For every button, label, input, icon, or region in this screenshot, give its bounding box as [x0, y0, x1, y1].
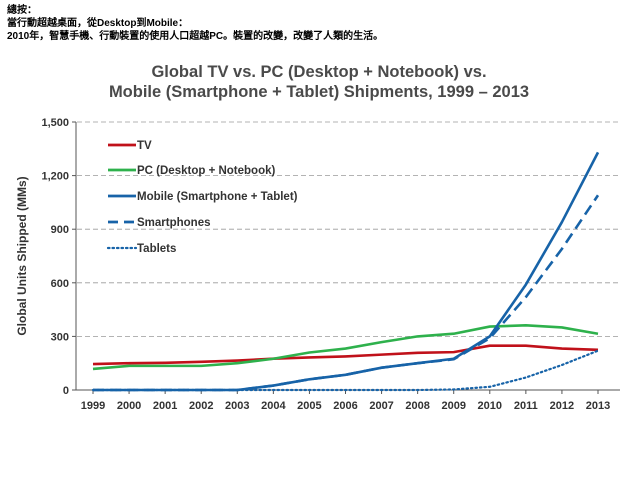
- data-point-pc-2004: [272, 358, 274, 360]
- data-point-pc-2001: [164, 365, 166, 367]
- x-tick-label-2005: 2005: [297, 400, 321, 412]
- data-point-tablets-2003: [236, 389, 238, 391]
- chart-title: Global TV vs. PC (Desktop + Notebook) vs…: [0, 62, 638, 102]
- data-point-tablets-2002: [200, 389, 202, 391]
- data-point-smartphones-2006: [345, 374, 347, 376]
- data-point-pc-2008: [417, 336, 419, 338]
- x-tick-label-2001: 2001: [153, 400, 177, 412]
- data-point-pc-2007: [381, 341, 383, 343]
- data-point-smartphones-2004: [272, 385, 274, 387]
- data-point-tv-2002: [200, 361, 202, 363]
- legend-label-pc: PC (Desktop + Notebook): [137, 165, 276, 177]
- y-tick-label-600: 600: [51, 278, 69, 290]
- series-line-pc: [92, 324, 599, 371]
- data-point-tv-2012: [561, 348, 563, 350]
- x-tick-label-2003: 2003: [225, 400, 249, 412]
- data-point-tablets-2013: [597, 350, 599, 352]
- data-point-tv-2007: [381, 354, 383, 356]
- legend-label-tv: TV: [137, 140, 152, 152]
- data-point-tv-2005: [309, 357, 311, 359]
- data-point-pc-1999: [92, 368, 94, 370]
- series-line-mobile: [93, 151, 600, 392]
- data-point-mobile-2012: [561, 221, 563, 223]
- data-point-tablets-2010: [489, 386, 491, 388]
- data-point-pc-2003: [236, 362, 238, 364]
- note-line-3: 2010年，智慧手機、行動裝置的使用人口超越PC。裝置的改變，改變了人類的生活。: [7, 31, 384, 42]
- y-tick-label-900: 900: [51, 224, 69, 236]
- data-point-mobile-2010: [489, 336, 491, 338]
- data-point-smartphones-2011: [525, 296, 527, 298]
- chart-title-line-1: Global TV vs. PC (Desktop + Notebook) vs…: [151, 63, 487, 81]
- x-tick-label-2012: 2012: [550, 400, 574, 412]
- data-point-tablets-2005: [309, 389, 311, 391]
- y-tick-label-1500: 1,500: [41, 117, 69, 129]
- x-tick-label-2007: 2007: [369, 400, 393, 412]
- y-tick-label-0: 0: [63, 385, 69, 397]
- data-point-smartphones-2009: [453, 358, 455, 360]
- x-tick-label-2004: 2004: [261, 400, 286, 412]
- data-point-tv-2003: [236, 360, 238, 362]
- data-point-pc-2013: [597, 333, 599, 335]
- data-point-pc-2006: [345, 348, 347, 350]
- data-point-pc-2009: [453, 333, 455, 335]
- data-point-smartphones-2013: [597, 194, 599, 196]
- x-tick-label-2011: 2011: [514, 400, 538, 412]
- data-point-tablets-2004: [272, 389, 274, 391]
- data-point-tv-2010: [489, 345, 491, 347]
- data-point-tv-2009: [453, 351, 455, 353]
- data-point-smartphones-2008: [417, 362, 419, 364]
- data-point-mobile-2013: [597, 151, 599, 153]
- data-point-tablets-2011: [525, 377, 527, 379]
- series-line-tablets: [91, 349, 600, 392]
- series-line-tv: [92, 344, 599, 366]
- legend-label-tablets: Tablets: [137, 243, 176, 255]
- data-point-smartphones-2005: [309, 378, 311, 380]
- data-point-smartphones-2010: [489, 337, 491, 339]
- x-tick-label-2002: 2002: [189, 400, 213, 412]
- x-tick-label-1999: 1999: [81, 400, 105, 412]
- data-point-tablets-2000: [128, 389, 130, 391]
- annotation-note: 總按： 當行動超越桌面，從Desktop到Mobile： 2010年，智慧手機、…: [7, 4, 627, 43]
- data-point-pc-2010: [489, 326, 491, 328]
- data-point-tv-2006: [345, 356, 347, 358]
- data-point-tablets-2001: [164, 389, 166, 391]
- x-tick-label-2010: 2010: [478, 400, 502, 412]
- x-tick-label-2006: 2006: [333, 400, 357, 412]
- data-point-tablets-2007: [381, 389, 383, 391]
- data-point-smartphones-2007: [381, 367, 383, 369]
- note-line-2: 當行動超越桌面，從Desktop到Mobile：: [7, 18, 189, 29]
- y-axis-label: Global Units Shipped (MMs): [15, 176, 29, 335]
- x-tick-label-2000: 2000: [117, 400, 141, 412]
- x-tick-label-2009: 2009: [441, 400, 465, 412]
- data-point-pc-2012: [561, 327, 563, 329]
- data-point-tv-2008: [417, 352, 419, 354]
- data-point-tv-2011: [525, 345, 527, 347]
- data-point-pc-2000: [128, 365, 130, 367]
- chart-title-line-2: Mobile (Smartphone + Tablet) Shipments, …: [108, 83, 530, 101]
- data-point-mobile-2011: [525, 284, 527, 286]
- data-point-tv-2001: [164, 362, 166, 364]
- data-point-pc-2002: [200, 365, 202, 367]
- data-point-pc-2011: [525, 324, 527, 326]
- data-point-tablets-2006: [345, 389, 347, 391]
- data-point-pc-2005: [309, 352, 311, 354]
- x-tick-label-2013: 2013: [586, 400, 610, 412]
- data-point-tablets-2012: [561, 364, 563, 366]
- data-point-smartphones-2012: [561, 248, 563, 250]
- data-point-tablets-2009: [453, 389, 455, 391]
- x-tick-label-2008: 2008: [405, 400, 429, 412]
- data-point-tablets-1999: [92, 389, 94, 391]
- data-point-tv-2000: [128, 362, 130, 364]
- legend-label-mobile: Mobile (Smartphone + Tablet): [137, 191, 298, 203]
- data-point-tablets-2008: [417, 389, 419, 391]
- y-tick-label-300: 300: [51, 331, 69, 343]
- legend-label-smartphones: Smartphones: [137, 217, 211, 229]
- note-line-1: 總按：: [7, 5, 37, 16]
- y-tick-label-1200: 1,200: [41, 171, 69, 183]
- data-point-tv-1999: [92, 363, 94, 365]
